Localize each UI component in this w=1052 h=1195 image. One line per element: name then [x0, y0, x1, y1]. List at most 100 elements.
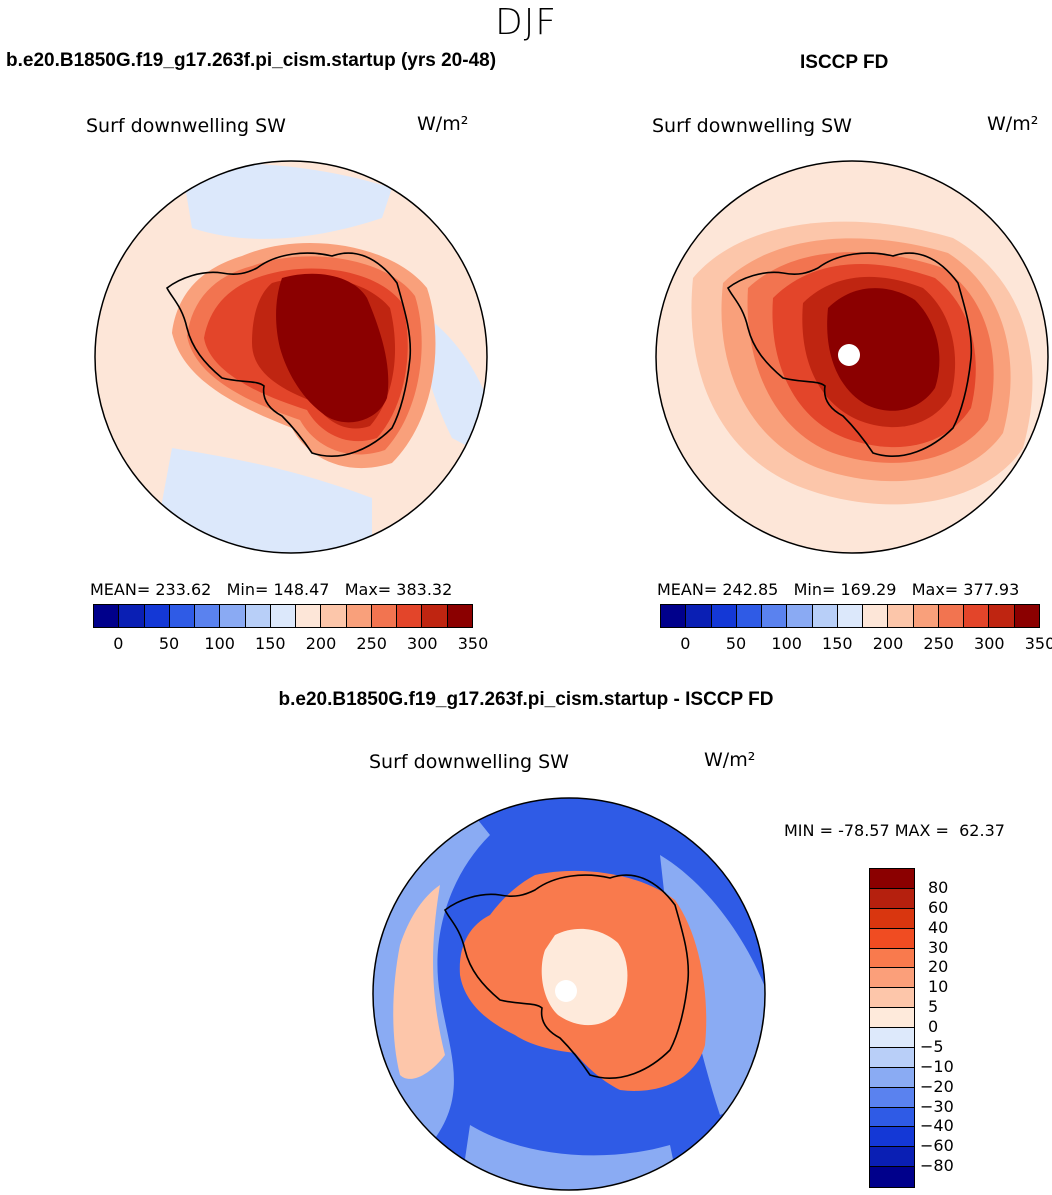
diff-colorbar-swatch: [870, 988, 914, 1009]
model-colorbar-tick-label: 100: [204, 634, 235, 653]
model-variable-label: Surf downwelling SW: [86, 115, 286, 137]
model-units-label: W/m²: [417, 113, 469, 135]
diff-colorbar-swatch: [870, 1147, 914, 1168]
obs-mean-value: 242.85: [722, 580, 779, 599]
diff-colorbar-swatch: [870, 1028, 914, 1048]
model-map-border: [94, 160, 488, 554]
obs-colorbar-swatch: [913, 605, 939, 627]
obs-colorbar: [660, 604, 1040, 628]
model-colorbar-tick-label: 250: [356, 634, 387, 653]
model-colorbar-swatch: [270, 605, 297, 627]
diff-colorbar-swatch: [870, 869, 914, 889]
obs-colorbar-swatch: [787, 605, 813, 627]
model-colorbar-swatch: [422, 605, 448, 627]
diff-center-pale: [541, 928, 628, 1026]
obs-pole-hole: [838, 344, 860, 366]
diff-colorbar-swatch: [870, 1008, 914, 1028]
model-colorbar-tick-label: 350: [457, 634, 489, 653]
model-min-label: Min=: [226, 580, 269, 599]
model-colorbar-swatch: [144, 605, 170, 627]
diff-colorbar-tick-label: −5: [920, 1036, 944, 1056]
model-min-value: 148.47: [273, 580, 330, 599]
model-colorbar-swatch: [296, 605, 322, 627]
diff-min-value: -78.57: [838, 821, 890, 840]
obs-colorbar-ticks: 0 50 100 150 200 250 300 350: [660, 634, 1052, 654]
diff-colorbar-tick-label: 60: [928, 897, 949, 917]
obs-polar-map: [655, 160, 1049, 554]
diff-colorbar-tick-label: −20: [920, 1076, 954, 1096]
obs-variable-label: Surf downwelling SW: [652, 115, 852, 137]
model-polar-map: [94, 160, 488, 554]
model-mean-label: MEAN=: [90, 580, 151, 599]
model-case-title: b.e20.B1850G.f19_g17.263f.pi_cism.startu…: [6, 50, 497, 71]
obs-colorbar-swatch: [736, 605, 763, 627]
diff-polar-map: [372, 797, 766, 1191]
obs-colorbar-swatch: [989, 605, 1015, 627]
model-stats: MEAN= 233.62 Min= 148.47 Max= 383.32: [90, 580, 452, 599]
obs-colorbar-swatch: [863, 605, 889, 627]
model-colorbar-tick-label: 200: [305, 634, 337, 653]
diff-colorbar-tick-label: −60: [920, 1136, 954, 1156]
diff-colorbar: [869, 868, 915, 1188]
obs-antarctica-coastline: [726, 252, 973, 457]
diff-light-band-south: [460, 1125, 680, 1190]
diff-colorbar-swatch: [870, 888, 914, 909]
obs-colorbar-swatch: [812, 605, 838, 627]
diff-colorbar-tick-label: 30: [928, 937, 949, 957]
diff-colorbar-tick-label: −40: [920, 1116, 954, 1136]
obs-colorbar-swatch: [711, 605, 737, 627]
obs-map-border: [655, 160, 1049, 554]
model-colorbar-swatch: [245, 605, 271, 627]
model-colorbar-swatch: [371, 605, 398, 627]
diff-colorbar-ticks: 80 60 40 30 20 10 5 0 −5 −10 −20 −30 −40 −60 −80: [920, 868, 980, 1186]
diff-variable-label: Surf downwelling SW: [369, 751, 569, 773]
model-max-label: Max=: [344, 580, 392, 599]
obs-mean-label: MEAN=: [657, 580, 718, 599]
diff-colorbar-tick-label: −80: [920, 1156, 954, 1176]
model-max-value: 383.32: [396, 580, 453, 599]
diff-colorbar-swatch: [870, 1067, 914, 1088]
model-colorbar-swatch: [321, 605, 347, 627]
obs-colorbar-tick-label: 350: [1024, 634, 1052, 653]
diff-pole-hole: [555, 980, 577, 1002]
obs-colorbar-swatch: [686, 605, 712, 627]
obs-colorbar-tick-label: 300: [974, 634, 1005, 653]
obs-colorbar-tick-label: 200: [872, 634, 904, 653]
diff-max-value: 62.37: [959, 821, 1005, 840]
model-colorbar-tick-label: 150: [255, 634, 286, 653]
model-colorbar-swatch: [94, 605, 120, 627]
diff-colorbar-swatch: [870, 1087, 914, 1108]
diff-colorbar-tick-label: 0: [928, 1017, 939, 1036]
obs-colorbar-swatch: [964, 605, 990, 627]
diff-warm-band-west: [393, 885, 445, 1079]
model-colorbar-swatch: [346, 605, 372, 627]
model-antarctica-coastline: [165, 252, 412, 457]
obs-units-label: W/m²: [987, 113, 1039, 135]
obs-colorbar-swatch: [837, 605, 864, 627]
diff-map-border: [372, 797, 766, 1191]
diff-colorbar-tick-label: 20: [928, 957, 949, 977]
diff-colorbar-swatch: [870, 1047, 914, 1068]
obs-min-value: 169.29: [840, 580, 897, 599]
diff-colorbar-swatch: [870, 908, 914, 929]
diff-colorbar-swatch: [870, 948, 914, 969]
obs-colorbar-swatch: [762, 605, 788, 627]
obs-contour-core: [827, 288, 940, 411]
diff-antarctica-coastline: [443, 874, 690, 1079]
season-title: DJF: [494, 2, 558, 43]
diff-colorbar-swatch: [870, 1107, 914, 1128]
obs-min-label: Min=: [793, 580, 836, 599]
diff-stats: MIN = -78.57 MAX = 62.37: [784, 821, 1005, 840]
model-colorbar-tick-label: 50: [158, 634, 180, 653]
diff-units-label: W/m²: [704, 749, 756, 771]
diff-colorbar-tick-label: −10: [920, 1056, 954, 1076]
model-colorbar-swatch: [397, 605, 423, 627]
obs-colorbar-tick-label: 150: [822, 634, 853, 653]
obs-max-label: Max=: [911, 580, 959, 599]
diff-light-band-east: [660, 855, 765, 1115]
diff-colorbar-swatch: [870, 928, 914, 949]
obs-stats: MEAN= 242.85 Min= 169.29 Max= 377.93: [657, 580, 1019, 599]
diff-colorbar-tick-label: 80: [928, 877, 949, 897]
diff-max-label: MAX =: [894, 821, 949, 840]
obs-max-value: 377.93: [963, 580, 1020, 599]
